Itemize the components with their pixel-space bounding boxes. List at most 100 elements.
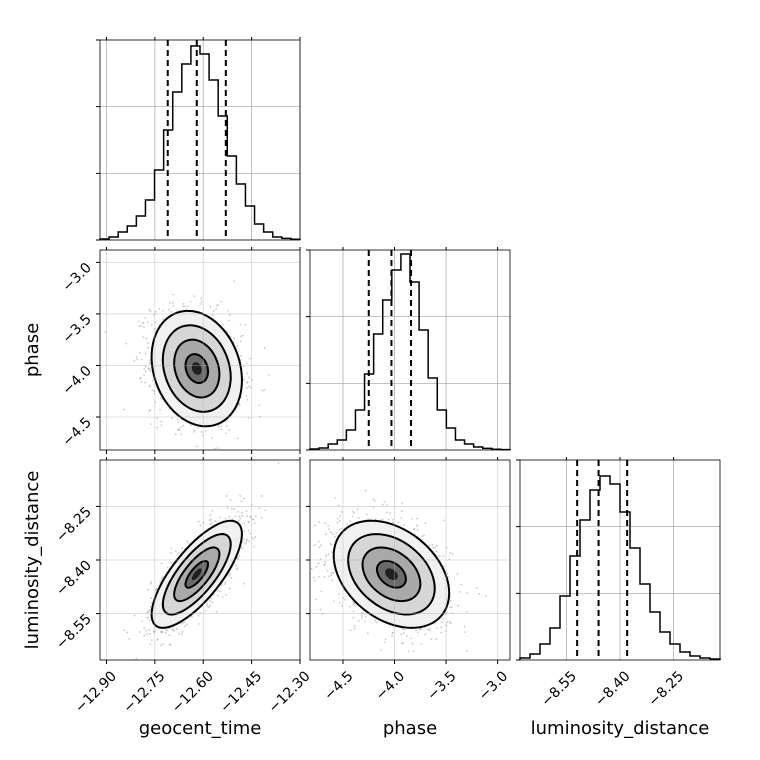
sample-point <box>148 619 151 621</box>
x-tick-label: −4.0 <box>373 668 408 703</box>
sample-point <box>225 594 227 596</box>
sample-point <box>411 642 414 645</box>
sample-point <box>247 521 250 523</box>
sample-point <box>329 542 332 545</box>
sample-point <box>146 321 149 324</box>
panel-frame <box>309 249 511 451</box>
sample-point <box>125 342 128 345</box>
sample-point <box>170 310 173 313</box>
sample-point <box>341 604 344 607</box>
sample-point <box>178 632 181 635</box>
sample-point <box>372 498 375 501</box>
x-tick-label: −8.40 <box>592 668 634 710</box>
sample-point <box>228 429 231 431</box>
sample-point <box>337 504 340 507</box>
sample-point <box>150 597 153 600</box>
sample-point <box>238 403 241 406</box>
sample-point <box>149 361 151 364</box>
sample-point <box>128 637 131 640</box>
sample-point <box>228 587 231 590</box>
sample-point <box>338 593 341 595</box>
sample-point <box>225 425 228 427</box>
sample-point <box>318 521 320 523</box>
sample-point <box>224 432 227 435</box>
sample-point <box>144 365 147 368</box>
y-tick-label: −8.25 <box>53 504 95 546</box>
sample-point <box>340 527 343 530</box>
sample-point <box>438 555 441 557</box>
sample-point <box>323 576 326 578</box>
sample-point <box>327 553 330 555</box>
x-tick-label: −3.0 <box>476 668 511 703</box>
sample-point <box>174 550 177 552</box>
sample-point <box>127 665 129 667</box>
sample-point <box>217 594 219 597</box>
sample-point <box>411 518 414 520</box>
sample-point <box>402 632 405 635</box>
sample-point <box>323 563 326 566</box>
histogram-luminosity_distance <box>519 475 721 660</box>
sample-point <box>386 504 388 506</box>
sample-point <box>268 373 271 376</box>
sample-point <box>211 510 214 512</box>
sample-point <box>197 520 200 523</box>
sample-point <box>397 521 400 524</box>
sample-point <box>211 314 214 317</box>
sample-point <box>244 542 246 545</box>
sample-point <box>237 519 240 522</box>
sample-point <box>133 359 136 362</box>
sample-point <box>169 302 171 305</box>
sample-point <box>330 571 333 574</box>
sample-point <box>254 515 257 517</box>
sample-point <box>126 631 129 634</box>
sample-point <box>172 630 175 632</box>
sample-point <box>160 424 163 427</box>
y-tick-label: −8.55 <box>53 611 95 653</box>
contour-line <box>161 533 232 616</box>
sample-point <box>161 477 163 479</box>
sample-point <box>229 499 232 501</box>
sample-point <box>335 532 338 534</box>
sample-point <box>241 547 244 550</box>
sample-point <box>185 540 188 542</box>
sample-point <box>243 378 245 381</box>
sample-point <box>319 558 322 560</box>
sample-point <box>460 583 462 586</box>
sample-point <box>380 649 382 651</box>
sample-point <box>216 303 219 306</box>
sample-point <box>435 638 438 641</box>
sample-point <box>200 431 203 433</box>
sample-point <box>421 535 424 538</box>
sample-point <box>177 428 180 431</box>
sample-point <box>238 515 240 518</box>
hist-panel-phase <box>306 247 511 451</box>
sample-point <box>149 643 152 646</box>
sample-point <box>166 566 169 569</box>
sample-point <box>324 561 327 564</box>
sample-point <box>145 633 148 636</box>
sample-point <box>410 661 412 663</box>
sample-point <box>313 544 316 547</box>
sample-point <box>401 627 404 630</box>
sample-point <box>214 520 217 522</box>
x-tick-label: −12.75 <box>121 668 169 716</box>
sample-point <box>229 573 232 575</box>
sample-point <box>387 518 390 521</box>
sample-point <box>139 351 141 354</box>
sample-point <box>171 628 174 630</box>
sample-point <box>440 631 443 634</box>
sample-point <box>236 344 239 347</box>
sample-point <box>402 642 404 645</box>
sample-point <box>432 547 435 549</box>
sample-point <box>196 445 198 448</box>
sample-point <box>210 436 213 439</box>
sample-point <box>143 326 145 329</box>
sample-point <box>186 623 188 626</box>
histogram-geocent_time <box>99 45 301 240</box>
sample-point <box>168 634 171 637</box>
sample-point <box>240 500 243 503</box>
sample-point <box>123 408 126 411</box>
sample-point <box>148 308 151 311</box>
sample-point <box>320 590 323 593</box>
sample-point <box>189 300 192 303</box>
